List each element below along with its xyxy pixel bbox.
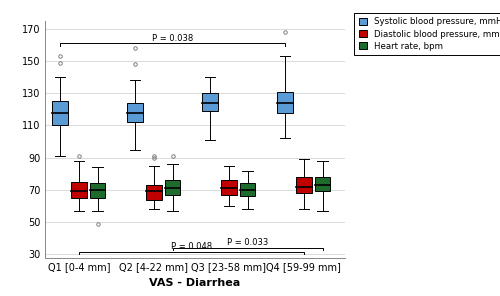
Text: P = 0.038: P = 0.038 [152,34,193,43]
Bar [314,177,330,192]
Text: P = 0.048: P = 0.048 [170,242,212,251]
Bar [164,180,180,195]
Bar [52,101,68,126]
Bar [277,91,293,112]
Text: P = 0.033: P = 0.033 [227,238,268,247]
Bar [202,93,218,111]
Bar [127,103,143,122]
Bar [71,182,86,198]
Legend: Systolic blood pressure, mmHg, Diastolic blood pressure, mmHg, Heart rate, bpm: Systolic blood pressure, mmHg, Diastolic… [354,13,500,55]
Bar [240,184,256,196]
Bar [146,185,162,200]
Bar [221,180,236,195]
X-axis label: VAS - Diarrhea: VAS - Diarrhea [150,278,240,288]
Bar [296,177,312,193]
Bar [90,184,106,198]
